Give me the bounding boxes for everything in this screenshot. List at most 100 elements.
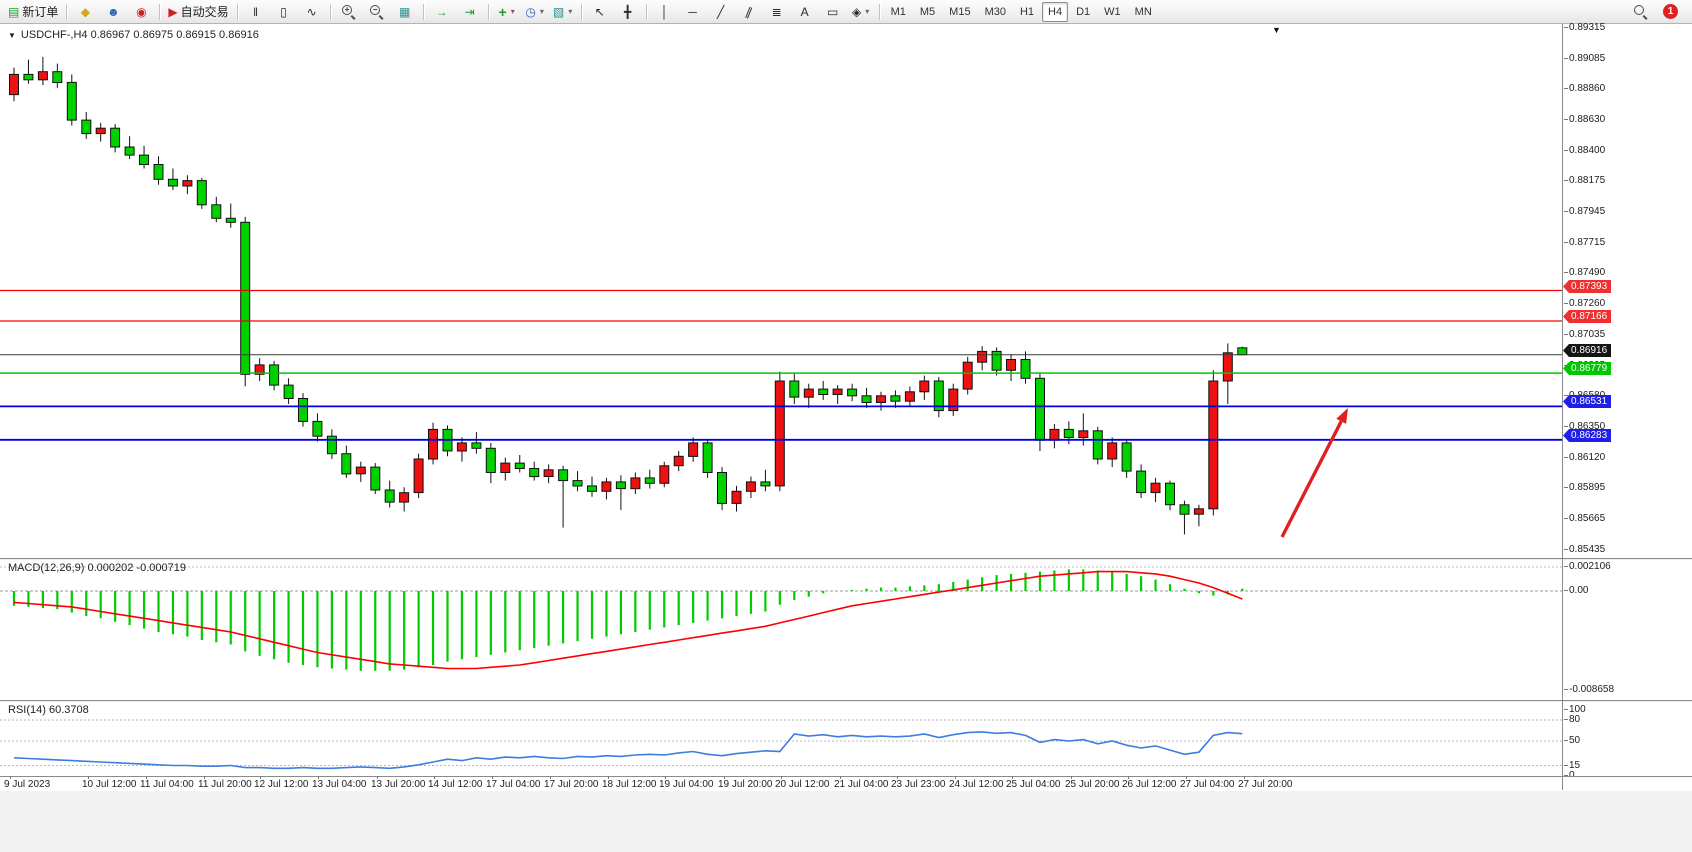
trendline-icon: ╱ xyxy=(716,4,725,19)
price-axis[interactable]: 0.89315 0.89085 0.88860 0.88630 0.88400 0.881… xyxy=(1563,22,1692,790)
chart-title-text: USDCHF-,H4 0.86967 0.86975 0.86915 0.869… xyxy=(20,29,259,41)
zoom-out-button[interactable]: − xyxy=(363,1,391,23)
timeframe-mn[interactable]: MN xyxy=(1134,5,1152,18)
macd-title: MACD(12,26,9) 0.000202 -0.000719 xyxy=(8,562,186,574)
rsi-line xyxy=(13,731,1243,770)
indicators-button[interactable]: + ▾ xyxy=(493,1,521,23)
line-chart-icon: ∿ xyxy=(306,4,317,19)
axis-divider xyxy=(1562,24,1563,790)
price-line-badge: 0.87166 xyxy=(1563,310,1612,323)
zoom-in-icon: + xyxy=(341,4,356,19)
cursor-button[interactable]: ↖ xyxy=(586,1,614,23)
time-axis-label: 10 Jul 12:00 xyxy=(82,776,137,790)
auto-scroll-button[interactable]: → xyxy=(428,1,456,23)
time-axis[interactable]: 9 Jul 2023 10 Jul 12:00 11 Jul 04:00 11 Jul… xyxy=(0,776,1692,791)
time-axis-label: 19 Jul 20:00 xyxy=(718,776,773,790)
chevron-down-icon: ▾ xyxy=(568,7,573,16)
time-axis-label: 13 Jul 20:00 xyxy=(371,776,426,790)
terminal-button[interactable]: ◉ xyxy=(127,1,155,23)
tile-windows-button[interactable]: ▦ xyxy=(391,1,419,23)
timeframe-w1[interactable]: W1 xyxy=(1104,5,1121,18)
price-axis-label: 0.88630 xyxy=(1563,114,1606,125)
crosshair-button[interactable]: ╋ xyxy=(614,1,642,23)
rsi-axis-label: 80 xyxy=(1563,714,1581,725)
price-axis-label: 0.87715 xyxy=(1563,237,1606,248)
macd-axis-label: 0.002106 xyxy=(1564,561,1611,572)
market-watch-button[interactable]: ◆ xyxy=(71,1,99,23)
line-chart-button[interactable]: ∿ xyxy=(298,1,326,23)
indicators-icon: + xyxy=(498,3,507,20)
text-button[interactable]: A xyxy=(791,1,819,23)
chart-collapse-icon[interactable]: ▼ xyxy=(8,30,16,40)
templates-button[interactable]: ▧ ▾ xyxy=(549,1,577,23)
timeframe-m30[interactable]: M30 xyxy=(984,5,1006,18)
timeframe-h1[interactable]: H1 xyxy=(1019,5,1035,18)
price-axis-label: 0.86350 xyxy=(1563,421,1606,432)
time-axis-label: 18 Jul 12:00 xyxy=(602,776,657,790)
horizontal-lines[interactable] xyxy=(0,289,1562,441)
tile-windows-icon: ▦ xyxy=(398,4,411,19)
chart-window[interactable]: ▼ USDCHF-,H4 0.86967 0.86975 0.86915 0.8… xyxy=(0,22,1692,791)
rsi-axis-label: 50 xyxy=(1563,735,1581,746)
panel-splitter[interactable] xyxy=(0,700,1692,702)
time-axis-label: 27 Jul 04:00 xyxy=(1180,776,1235,790)
trendline-button[interactable]: ╱ xyxy=(707,1,735,23)
time-axis-label: 21 Jul 04:00 xyxy=(834,776,889,790)
window-bottom-area xyxy=(0,790,1692,852)
trend-arrow[interactable] xyxy=(1280,408,1348,538)
time-axis-label: 25 Jul 20:00 xyxy=(1065,776,1120,790)
candlestick-chart-button[interactable]: ▯ xyxy=(270,1,298,23)
terminal-icon: ◉ xyxy=(136,4,147,19)
macd-axis-label: -0.008658 xyxy=(1563,684,1615,695)
panel-splitter[interactable] xyxy=(0,558,1692,560)
new-order-button-label: 新订单 xyxy=(22,5,59,19)
chart-title: ▼ USDCHF-,H4 0.86967 0.86975 0.86915 0.8… xyxy=(8,29,259,41)
notification-badge[interactable]: 1 xyxy=(1663,4,1678,19)
vertical-line-button[interactable]: │ xyxy=(651,1,679,23)
zoom-out-icon: − xyxy=(369,4,384,19)
market-watch-icon: ◆ xyxy=(80,4,90,19)
chart-shift-marker-icon[interactable]: ▼ xyxy=(1272,25,1281,35)
toolbar-separator xyxy=(66,3,68,20)
macd-canvas[interactable] xyxy=(0,560,1562,700)
auto-trading-button[interactable]: ▶ 自动交易 xyxy=(164,1,232,23)
time-axis-label: 17 Jul 20:00 xyxy=(544,776,599,790)
zoom-in-button[interactable]: + xyxy=(335,1,363,23)
toolbar-separator xyxy=(487,3,489,20)
timeframe-d1[interactable]: D1 xyxy=(1076,5,1091,18)
main-chart-canvas[interactable] xyxy=(0,28,1562,558)
timeframe-m5[interactable]: M5 xyxy=(919,5,936,18)
time-axis-label: 19 Jul 04:00 xyxy=(659,776,714,790)
fibonacci-button[interactable]: ≣ xyxy=(763,1,791,23)
toolbar-separator xyxy=(878,3,880,20)
arrows-button[interactable]: ◈ ▾ xyxy=(847,1,875,23)
horizontal-line-button[interactable]: ─ xyxy=(679,1,707,23)
chevron-down-icon: ▾ xyxy=(539,7,544,16)
toolbar: ▤ 新订单 ◆ ☻ ◉ ▶ 自动交易 ‖ ▯ ∿ + − ▦ → ⇥ + ▾ ◷ ▾ ▧ ▾ ↖ ╋ │ ─ ╱ ∥ ≣ A ▭ ◈ ▾ M1 M… xyxy=(0,0,1692,24)
text-label-icon: ▭ xyxy=(826,4,839,19)
toolbar-separator xyxy=(422,3,424,20)
toolbar-separator xyxy=(645,3,647,20)
timeframe-m15[interactable]: M15 xyxy=(949,5,971,18)
search-button[interactable] xyxy=(1626,1,1654,23)
timeframe-h4[interactable]: H4 xyxy=(1042,1,1069,22)
channel-button[interactable]: ∥ xyxy=(735,1,763,23)
time-axis-label: 24 Jul 12:00 xyxy=(949,776,1004,790)
text-label-button[interactable]: ▭ xyxy=(819,1,847,23)
toolbar-separator xyxy=(159,3,161,20)
periods-button[interactable]: ◷ ▾ xyxy=(521,1,549,23)
time-axis-label: 9 Jul 2023 xyxy=(4,776,51,790)
price-axis-label: 0.89085 xyxy=(1563,53,1606,64)
price-line-badge: 0.87393 xyxy=(1563,280,1612,293)
navigator-button[interactable]: ☻ xyxy=(99,1,127,23)
timeframe-m1[interactable]: M1 xyxy=(890,5,906,18)
price-line-badge: 0.86283 xyxy=(1563,429,1612,442)
new-order-button[interactable]: ▤ 新订单 xyxy=(4,1,62,23)
auto-trading-icon: ▶ xyxy=(168,4,178,19)
time-axis-label: 20 Jul 12:00 xyxy=(775,776,830,790)
chart-shift-button[interactable]: ⇥ xyxy=(456,1,484,23)
bar-chart-button[interactable]: ‖ xyxy=(242,1,270,23)
rsi-canvas[interactable] xyxy=(0,702,1562,776)
text-icon: A xyxy=(800,4,809,19)
